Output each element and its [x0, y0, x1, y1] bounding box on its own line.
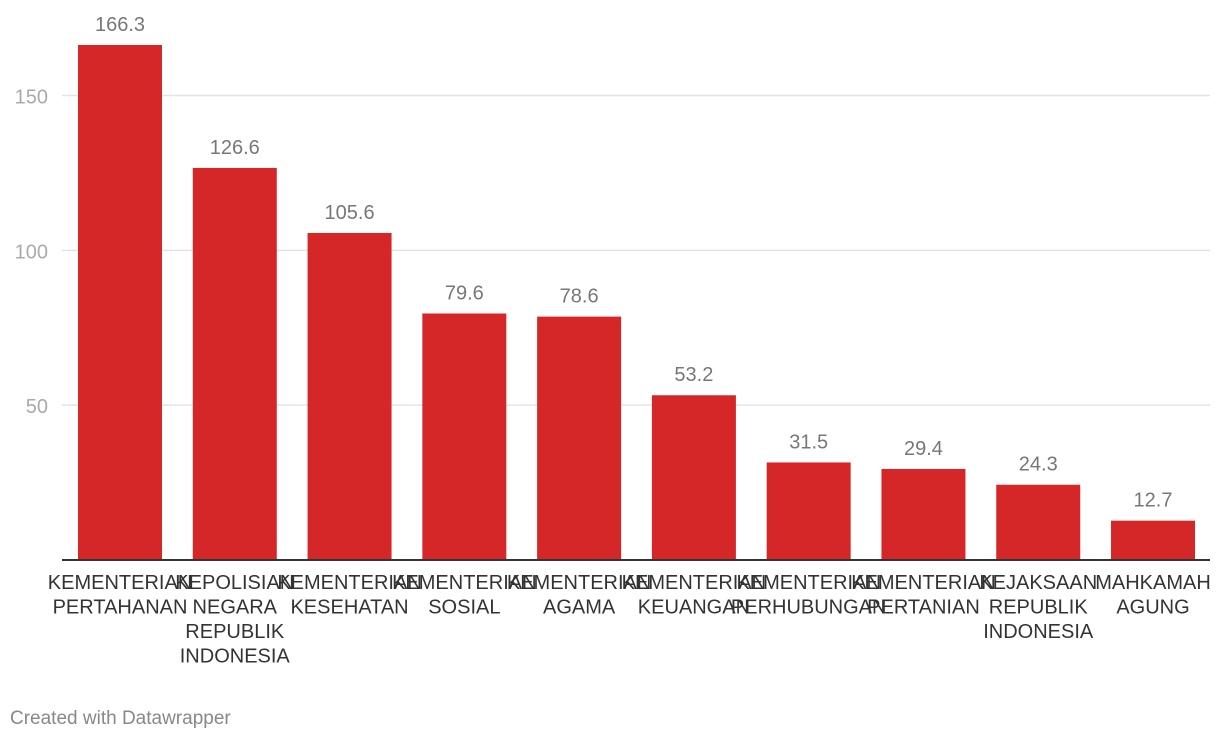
bar	[422, 313, 507, 560]
x-tick-label: KEPOLISIAN NEGARA REPUBLIK INDONESIA	[175, 572, 294, 668]
x-tick-label-line: SOSIAL	[428, 597, 500, 619]
bar	[307, 232, 392, 560]
y-axis-ticks: 50 100 150	[15, 86, 48, 418]
bar	[881, 468, 966, 560]
x-tick-label: KEMENTERIAN SOSIAL	[392, 572, 536, 619]
x-tick-label-line: NEGARA	[193, 597, 278, 619]
x-tick-label-line: KEMENTERIAN	[622, 572, 766, 594]
value-label: 31.5	[789, 431, 828, 453]
x-tick-label-line: REPUBLIK	[989, 597, 1089, 619]
x-tick-label-line: KEMENTERIAN	[507, 572, 651, 594]
value-label: 53.2	[674, 364, 713, 386]
bar-chart: 50 100 150 166.3 126.6 105.6 79.6 78.6 53.2 31.5…	[15, 14, 1211, 668]
x-tick-label: MAHKAMAH AGUNG	[1095, 572, 1211, 619]
x-tick-label-line: PERHUBUNGAN	[731, 597, 887, 619]
x-tick-label: KEMENTERIAN PERHUBUNGAN	[731, 572, 887, 619]
value-label: 24.3	[1019, 454, 1058, 476]
x-tick-label-line: KEUANGAN	[638, 597, 750, 619]
y-tick-label: 50	[26, 396, 48, 418]
x-tick-label-line: KEMENTERIAN	[48, 572, 192, 594]
x-tick-label-line: KESEHATAN	[290, 597, 408, 619]
value-label: 166.3	[95, 14, 145, 36]
bar	[766, 462, 851, 560]
x-tick-label-line: REPUBLIK	[185, 621, 285, 643]
x-tick-label-line: PERTANIAN	[867, 597, 980, 619]
bar	[996, 484, 1081, 560]
x-tick-label: KEMENTERIAN KESEHATAN	[277, 572, 421, 619]
x-tick-label-line: KEPOLISIAN	[175, 572, 294, 594]
bar	[192, 167, 277, 560]
y-tick-label: 100	[15, 241, 48, 263]
x-tick-label: KEMENTERIAN KEUANGAN	[622, 572, 766, 619]
bar	[651, 395, 736, 560]
x-tick-label: KEJAKSAAN REPUBLIK INDONESIA	[979, 572, 1097, 643]
x-tick-label-line: KEMENTERIAN	[392, 572, 536, 594]
x-tick-label-line: AGUNG	[1116, 597, 1189, 619]
bar	[1111, 520, 1196, 560]
x-tick-label-line: KEJAKSAAN	[979, 572, 1097, 594]
bar	[78, 45, 162, 560]
value-label: 29.4	[904, 438, 943, 460]
bars	[78, 45, 1196, 560]
bar	[537, 316, 622, 560]
x-tick-label-line: KEMENTERIAN	[736, 572, 880, 594]
value-label: 12.7	[1134, 490, 1173, 512]
x-tick-label: KEMENTERIAN PERTAHANAN	[48, 572, 192, 619]
x-tick-label-line: AGAMA	[543, 597, 616, 619]
x-tick-label: KEMENTERIAN AGAMA	[507, 572, 651, 619]
x-tick-label: KEMENTERIAN PERTANIAN	[851, 572, 995, 619]
value-labels: 166.3 126.6 105.6 79.6 78.6 53.2 31.5 29.4 24.3 1…	[95, 14, 1173, 512]
x-tick-label-line: KEMENTERIAN	[851, 572, 995, 594]
value-label: 105.6	[325, 202, 375, 224]
value-label: 78.6	[560, 286, 599, 308]
footer-credit: Created with Datawrapper	[10, 708, 231, 729]
value-label: 79.6	[445, 282, 484, 304]
y-tick-label: 150	[15, 86, 48, 108]
x-tick-label-line: INDONESIA	[180, 646, 291, 668]
x-tick-label-line: KEMENTERIAN	[277, 572, 421, 594]
value-label: 126.6	[210, 137, 260, 159]
x-tick-label-line: PERTAHANAN	[53, 597, 188, 619]
x-tick-label-line: MAHKAMAH	[1095, 572, 1211, 594]
x-tick-label-line: INDONESIA	[983, 621, 1094, 643]
